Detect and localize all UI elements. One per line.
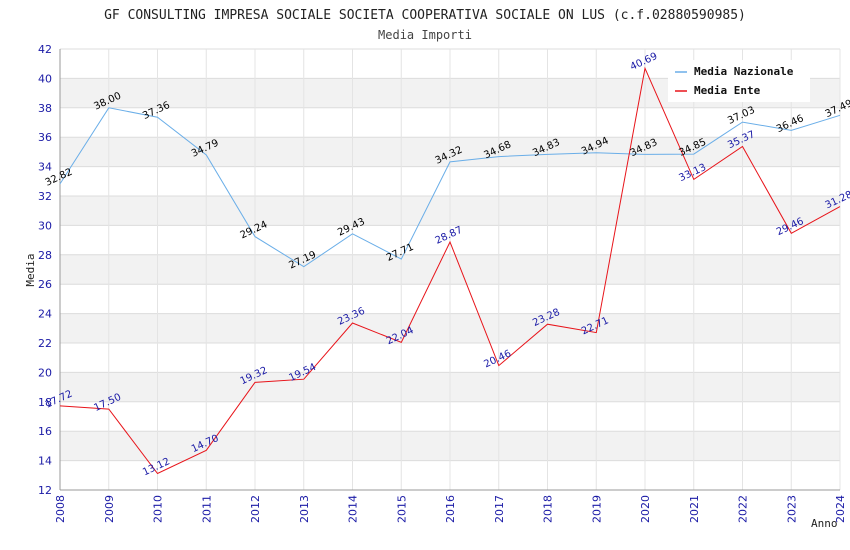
y-tick-label: 42: [38, 43, 52, 56]
y-tick-label: 36: [38, 131, 52, 144]
x-tick-label: 2014: [347, 495, 360, 523]
x-tick-label: 2023: [785, 495, 798, 523]
y-tick-label: 24: [38, 308, 52, 321]
chart-title: GF CONSULTING IMPRESA SOCIALE SOCIETA CO…: [104, 8, 746, 23]
x-tick-label: 2013: [298, 495, 311, 523]
x-tick-label: 2017: [493, 495, 506, 523]
x-tick-label: 2018: [542, 495, 555, 523]
y-tick-label: 34: [38, 161, 52, 174]
y-tick-label: 38: [38, 102, 52, 115]
y-tick-label: 26: [38, 278, 52, 291]
x-tick-label: 2011: [200, 495, 213, 523]
y-tick-label: 28: [38, 249, 52, 262]
chart-subtitle: Media Importi: [378, 28, 472, 42]
legend-box: [668, 60, 810, 102]
y-tick-label: 16: [38, 425, 52, 438]
legend-label-media-nazionale: Media Nazionale: [694, 65, 794, 78]
series-line-media-ente: [59, 66, 841, 475]
x-axis-label: Anno: [811, 517, 838, 530]
x-tick-label: 2021: [688, 495, 701, 523]
x-tick-label: 2015: [395, 495, 408, 523]
x-tick-label: 2024: [834, 495, 847, 523]
series-lines: [59, 66, 841, 475]
x-tick-label: 2022: [737, 495, 750, 523]
legend-label-media-ente: Media Ente: [694, 84, 761, 97]
x-tick-label: 2009: [103, 495, 116, 523]
y-tick-label: 20: [38, 366, 52, 379]
y-tick-label: 14: [38, 455, 52, 468]
x-tick-label: 2008: [54, 495, 67, 523]
y-tick-label: 30: [38, 219, 52, 232]
x-tick-label: 2020: [639, 495, 652, 523]
y-axis-label: Media: [24, 253, 37, 286]
y-tick-label: 12: [38, 484, 52, 497]
y-tick-label: 40: [38, 72, 52, 85]
legend: Media Nazionale Media Ente: [668, 60, 810, 102]
x-tick-label: 2010: [152, 495, 165, 523]
y-tick-label: 22: [38, 337, 52, 350]
y-tick-label: 18: [38, 396, 52, 409]
x-tick-label: 2012: [249, 495, 262, 523]
series-line-media-nazionale: [59, 107, 841, 268]
x-tick-label: 2016: [444, 495, 457, 523]
x-tick-label: 2019: [590, 495, 603, 523]
y-tick-label: 32: [38, 190, 52, 203]
grid: [59, 48, 841, 491]
